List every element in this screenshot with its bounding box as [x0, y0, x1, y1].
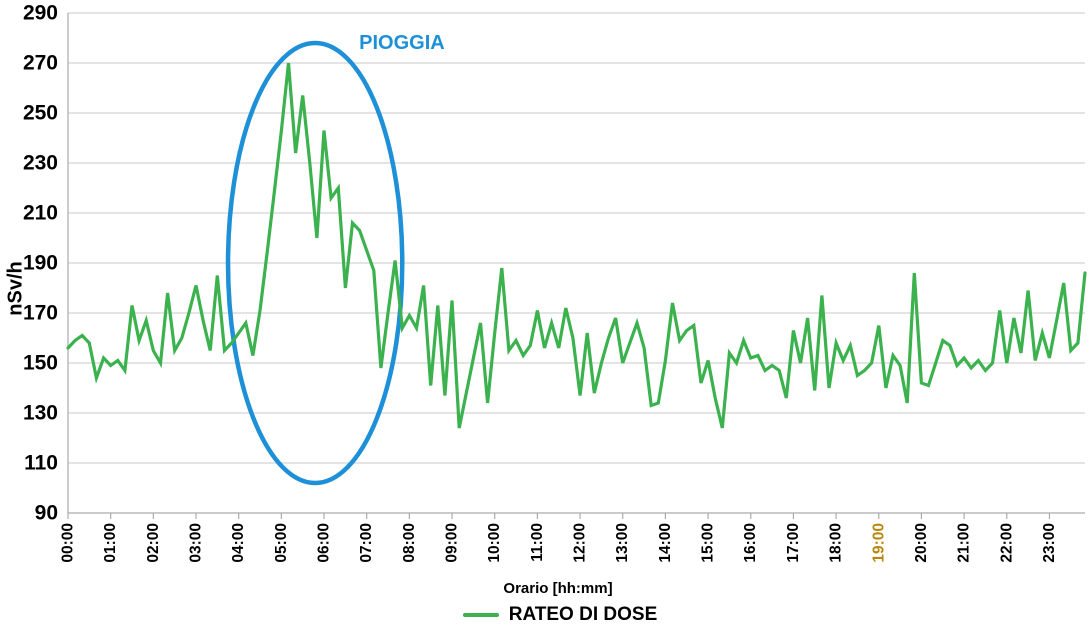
x-tick-label: 11:00 — [529, 523, 546, 562]
rain-ellipse — [225, 40, 405, 486]
x-tick-label: 12:00 — [572, 523, 589, 563]
x-tick-label: 18:00 — [828, 523, 845, 563]
chart-legend: RATEO DI DOSE — [0, 604, 1090, 626]
x-tick-label: 21:00 — [956, 523, 973, 563]
y-tick-label: 170 — [23, 302, 58, 325]
x-tick-label: 16:00 — [742, 523, 759, 563]
x-tick-label: 19:00 — [870, 523, 887, 563]
y-tick-label: 190 — [23, 252, 58, 275]
x-tick-label: 06:00 — [316, 523, 333, 563]
y-tick-label: 250 — [23, 102, 58, 125]
x-tick-label: 17:00 — [785, 523, 802, 563]
x-tick-label: 23:00 — [1041, 523, 1058, 563]
x-tick-label: 01:00 — [102, 523, 119, 563]
x-tick-label: 14:00 — [657, 523, 674, 563]
y-tick-label: 90 — [35, 502, 58, 525]
x-tick-label: 20:00 — [913, 523, 930, 563]
x-tick-label: 15:00 — [700, 523, 717, 563]
x-tick-label: 13:00 — [614, 523, 631, 563]
x-tick-label: 04:00 — [230, 523, 247, 563]
y-tick-label: 270 — [23, 52, 58, 75]
x-tick-label: 07:00 — [358, 523, 375, 563]
y-tick-label: 110 — [24, 452, 58, 475]
x-tick-label: 10:00 — [486, 523, 503, 563]
x-axis-title: Orario [hh:mm] — [503, 580, 613, 597]
x-tick-label: 00:00 — [60, 523, 77, 563]
x-tick-label: 03:00 — [188, 523, 205, 563]
y-tick-label: 130 — [23, 402, 58, 425]
x-tick-label: 09:00 — [444, 523, 461, 563]
dose-rate-line — [66, 62, 1087, 429]
y-tick-label: 230 — [23, 152, 58, 175]
y-tick-label: 210 — [23, 202, 58, 225]
rain-annotation-label: PIOGGIA — [359, 32, 445, 54]
x-tick-label: 05:00 — [273, 523, 290, 563]
legend-series-label: RATEO DI DOSE — [508, 604, 658, 625]
y-axis-title: nSv/h — [4, 261, 27, 316]
y-tick-label: 290 — [23, 2, 58, 25]
legend-line-marker — [462, 613, 499, 617]
x-tick-label: 08:00 — [401, 523, 418, 563]
x-tick-label: 02:00 — [145, 523, 162, 563]
x-tick-label: 22:00 — [998, 523, 1015, 563]
y-tick-label: 150 — [23, 352, 58, 375]
